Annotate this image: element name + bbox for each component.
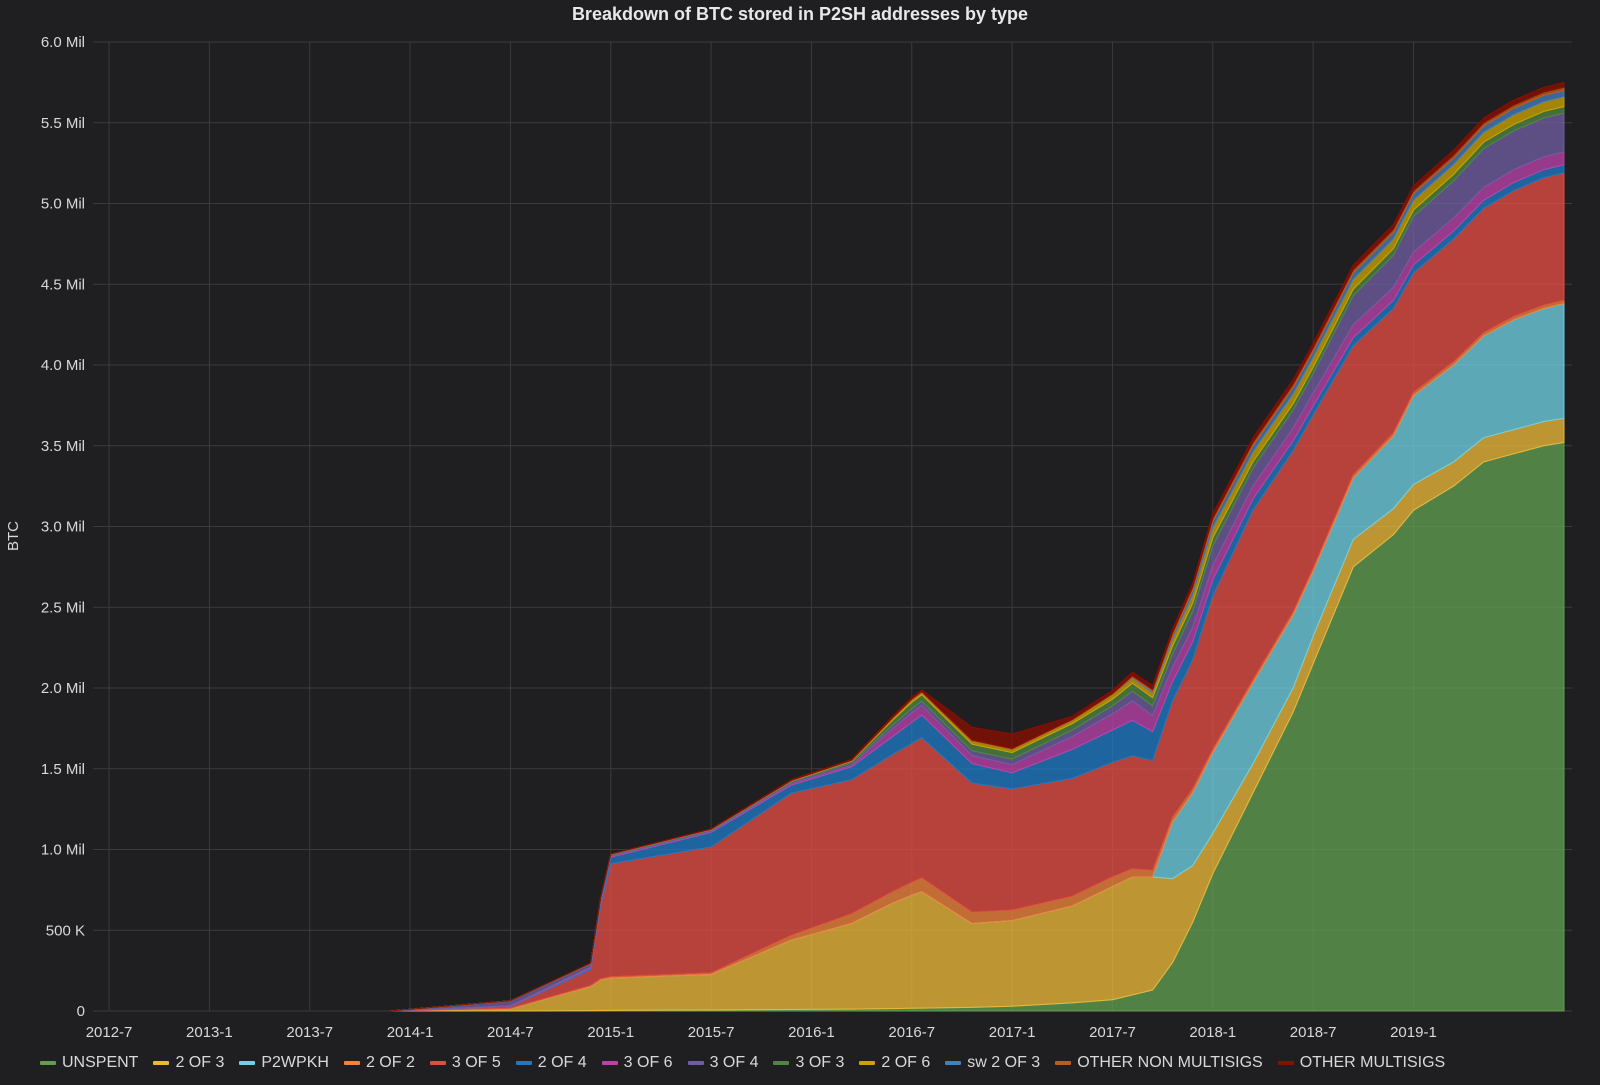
- legend-swatch: [153, 1061, 170, 1065]
- legend-swatch: [945, 1061, 962, 1065]
- legend-label: 3 OF 4: [709, 1054, 759, 1071]
- x-tick-label: 2013-1: [186, 1024, 233, 1041]
- x-axis-ticks: 2012-7 2013-1 2013-7 2014-1 2014-7 2015-1 2015…: [86, 1024, 1437, 1041]
- x-tick-label: 2017-7: [1089, 1024, 1136, 1041]
- y-tick-label: 5.0 Mil: [41, 196, 85, 213]
- legend-item-unspent[interactable]: UNSPENT: [40, 1054, 138, 1072]
- legend-item-3-of-3[interactable]: 3 OF 3: [773, 1054, 844, 1072]
- legend-item-sw-2-of-3[interactable]: sw 2 OF 3: [945, 1054, 1040, 1072]
- y-axis-ticks: 0 500 K 1.0 Mil 1.5 Mil 2.0 Mil 2.5 Mil 3.0 Mi…: [41, 34, 85, 1020]
- legend-item-p2wpkh[interactable]: P2WPKH: [239, 1054, 329, 1072]
- x-tick-label: 2012-7: [86, 1024, 133, 1041]
- legend-swatch: [859, 1061, 876, 1065]
- x-tick-label: 2014-7: [487, 1024, 534, 1041]
- legend-label: 3 OF 5: [451, 1054, 501, 1071]
- legend-item-3-of-5[interactable]: 3 OF 5: [429, 1054, 501, 1072]
- area-series-other-multisigs: [389, 81, 1565, 1012]
- y-tick-label: 4.0 Mil: [41, 357, 85, 374]
- x-tick-label: 2019-1: [1390, 1024, 1437, 1041]
- legend-label: OTHER MULTISIGS: [1299, 1054, 1446, 1071]
- x-tick-label: 2015-7: [688, 1024, 735, 1041]
- legend-item-2-of-2[interactable]: 2 OF 2: [343, 1054, 415, 1072]
- chart-title: Breakdown of BTC stored in P2SH addresse…: [571, 4, 1029, 24]
- legend-item-other-multisigs[interactable]: OTHER MULTISIGS: [1277, 1054, 1446, 1072]
- y-tick-label: 1.0 Mil: [41, 842, 85, 859]
- x-tick-label: 2013-7: [286, 1024, 333, 1041]
- legend-label: 2 OF 6: [881, 1054, 931, 1071]
- stacked-areas: [389, 81, 1565, 1012]
- legend-swatch: [687, 1061, 704, 1065]
- legend-swatch: [1277, 1061, 1294, 1065]
- legend-label: 3 OF 3: [795, 1054, 845, 1071]
- legend-item-3-of-6[interactable]: 3 OF 6: [601, 1054, 673, 1072]
- legend-item-2-of-4[interactable]: 2 OF 4: [515, 1054, 587, 1072]
- legend-swatch: [601, 1061, 618, 1065]
- x-tick-label: 2017-1: [989, 1024, 1036, 1041]
- legend-swatch: [1055, 1061, 1072, 1065]
- legend-swatch: [343, 1061, 360, 1065]
- x-tick-label: 2018-7: [1290, 1024, 1337, 1041]
- legend-swatch: [773, 1061, 790, 1065]
- x-tick-label: 2015-1: [587, 1024, 634, 1041]
- legend-label: 2 OF 3: [175, 1054, 225, 1071]
- y-tick-label: 2.5 Mil: [41, 599, 85, 616]
- legend-swatch: [429, 1061, 446, 1065]
- x-tick-label: 2018-1: [1189, 1024, 1236, 1041]
- y-tick-label: 6.0 Mil: [41, 34, 85, 51]
- legend-swatch: [239, 1061, 256, 1065]
- legend-label: sw 2 OF 3: [967, 1054, 1041, 1071]
- legend-item-other-non-multisigs[interactable]: OTHER NON MULTISIGS: [1055, 1054, 1263, 1072]
- y-tick-label: 3.5 Mil: [41, 438, 85, 455]
- y-tick-label: 0: [77, 1003, 85, 1020]
- legend-item-2-of-6[interactable]: 2 OF 6: [859, 1054, 930, 1072]
- y-tick-label: 5.5 Mil: [41, 115, 85, 132]
- legend-label: 3 OF 6: [623, 1054, 673, 1071]
- legend-item-2-of-3[interactable]: 2 OF 3: [153, 1054, 224, 1072]
- legend-label: P2WPKH: [261, 1054, 329, 1071]
- legend-label: 2 OF 4: [537, 1054, 587, 1071]
- legend-label: 2 OF 2: [365, 1054, 415, 1071]
- legend-item-3-of-4[interactable]: 3 OF 4: [687, 1054, 759, 1072]
- x-tick-label: 2016-7: [888, 1024, 935, 1041]
- legend-swatch: [40, 1061, 56, 1065]
- y-tick-label: 500 K: [46, 922, 85, 939]
- legend-label: OTHER NON MULTISIGS: [1077, 1054, 1263, 1071]
- y-tick-label: 4.5 Mil: [41, 276, 85, 293]
- legend-swatch: [515, 1061, 532, 1065]
- y-tick-label: 3.0 Mil: [41, 519, 85, 536]
- y-tick-label: 2.0 Mil: [41, 680, 85, 697]
- y-axis-label: BTC: [5, 521, 22, 551]
- chart-legend: UNSPENT 2 OF 3 P2WPKH 2 OF 2 3 OF 5 2 OF 4 3 O…: [40, 1052, 1460, 1074]
- legend-label: UNSPENT: [62, 1054, 139, 1071]
- x-tick-label: 2014-1: [387, 1024, 434, 1041]
- y-tick-label: 1.5 Mil: [41, 761, 85, 778]
- x-tick-label: 2016-1: [788, 1024, 835, 1041]
